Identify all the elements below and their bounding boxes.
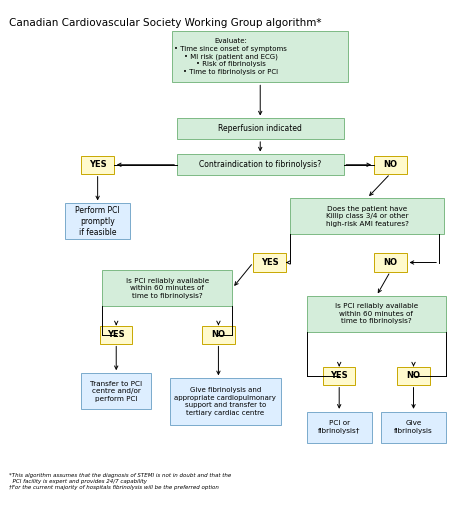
FancyBboxPatch shape xyxy=(177,119,344,139)
Text: YES: YES xyxy=(108,330,125,339)
Text: NO: NO xyxy=(211,330,226,339)
Text: Reperfusion indicated: Reperfusion indicated xyxy=(219,124,302,133)
FancyBboxPatch shape xyxy=(172,31,348,82)
Text: Contraindication to fibrinolysis?: Contraindication to fibrinolysis? xyxy=(199,160,321,169)
Text: PCI or
fibrinolysis†: PCI or fibrinolysis† xyxy=(318,421,360,434)
Text: Give
fibrinolysis: Give fibrinolysis xyxy=(394,421,433,434)
Text: *This algorithm assumes that the diagnosis of STEMI is not in doubt and that the: *This algorithm assumes that the diagnos… xyxy=(9,474,232,490)
Text: YES: YES xyxy=(261,258,278,267)
Text: Canadian Cardiovascular Society Working Group algorithm*: Canadian Cardiovascular Society Working … xyxy=(9,18,322,28)
FancyBboxPatch shape xyxy=(381,412,446,443)
Text: NO: NO xyxy=(383,258,397,267)
Text: NO: NO xyxy=(383,160,397,169)
FancyBboxPatch shape xyxy=(374,156,407,174)
FancyBboxPatch shape xyxy=(307,296,446,332)
FancyBboxPatch shape xyxy=(177,154,344,175)
Text: YES: YES xyxy=(89,160,107,169)
Text: Evaluate:
• Time since onset of symptoms
• MI risk (patient and ECG)
• Risk of f: Evaluate: • Time since onset of symptoms… xyxy=(174,38,287,75)
FancyBboxPatch shape xyxy=(100,326,132,343)
Text: YES: YES xyxy=(330,371,348,380)
FancyBboxPatch shape xyxy=(82,156,114,174)
FancyBboxPatch shape xyxy=(65,203,130,239)
FancyBboxPatch shape xyxy=(253,254,286,271)
FancyBboxPatch shape xyxy=(307,412,372,443)
Text: Give fibrinolysis and
appropriate cardiopulmonary
support and transfer to
tertia: Give fibrinolysis and appropriate cardio… xyxy=(174,387,276,416)
FancyBboxPatch shape xyxy=(291,198,444,234)
Text: Transfer to PCI
centre and/or
perform PCI: Transfer to PCI centre and/or perform PC… xyxy=(90,381,142,402)
FancyBboxPatch shape xyxy=(170,378,281,425)
FancyBboxPatch shape xyxy=(82,373,151,409)
FancyBboxPatch shape xyxy=(102,270,232,306)
Text: Perform PCI
promptly
if feasible: Perform PCI promptly if feasible xyxy=(75,206,120,237)
Text: Is PCI reliably available
within 60 minutes of
time to fibrinolysis?: Is PCI reliably available within 60 minu… xyxy=(335,303,418,324)
Text: NO: NO xyxy=(407,371,420,380)
FancyBboxPatch shape xyxy=(202,326,235,343)
FancyBboxPatch shape xyxy=(323,366,356,385)
FancyBboxPatch shape xyxy=(374,254,407,271)
FancyBboxPatch shape xyxy=(397,366,430,385)
Text: Does the patient have
Killip class 3/4 or other
high-risk AMI features?: Does the patient have Killip class 3/4 o… xyxy=(326,206,409,227)
Text: Is PCI reliably available
within 60 minutes of
time to fibrinolysis?: Is PCI reliably available within 60 minu… xyxy=(126,278,209,299)
